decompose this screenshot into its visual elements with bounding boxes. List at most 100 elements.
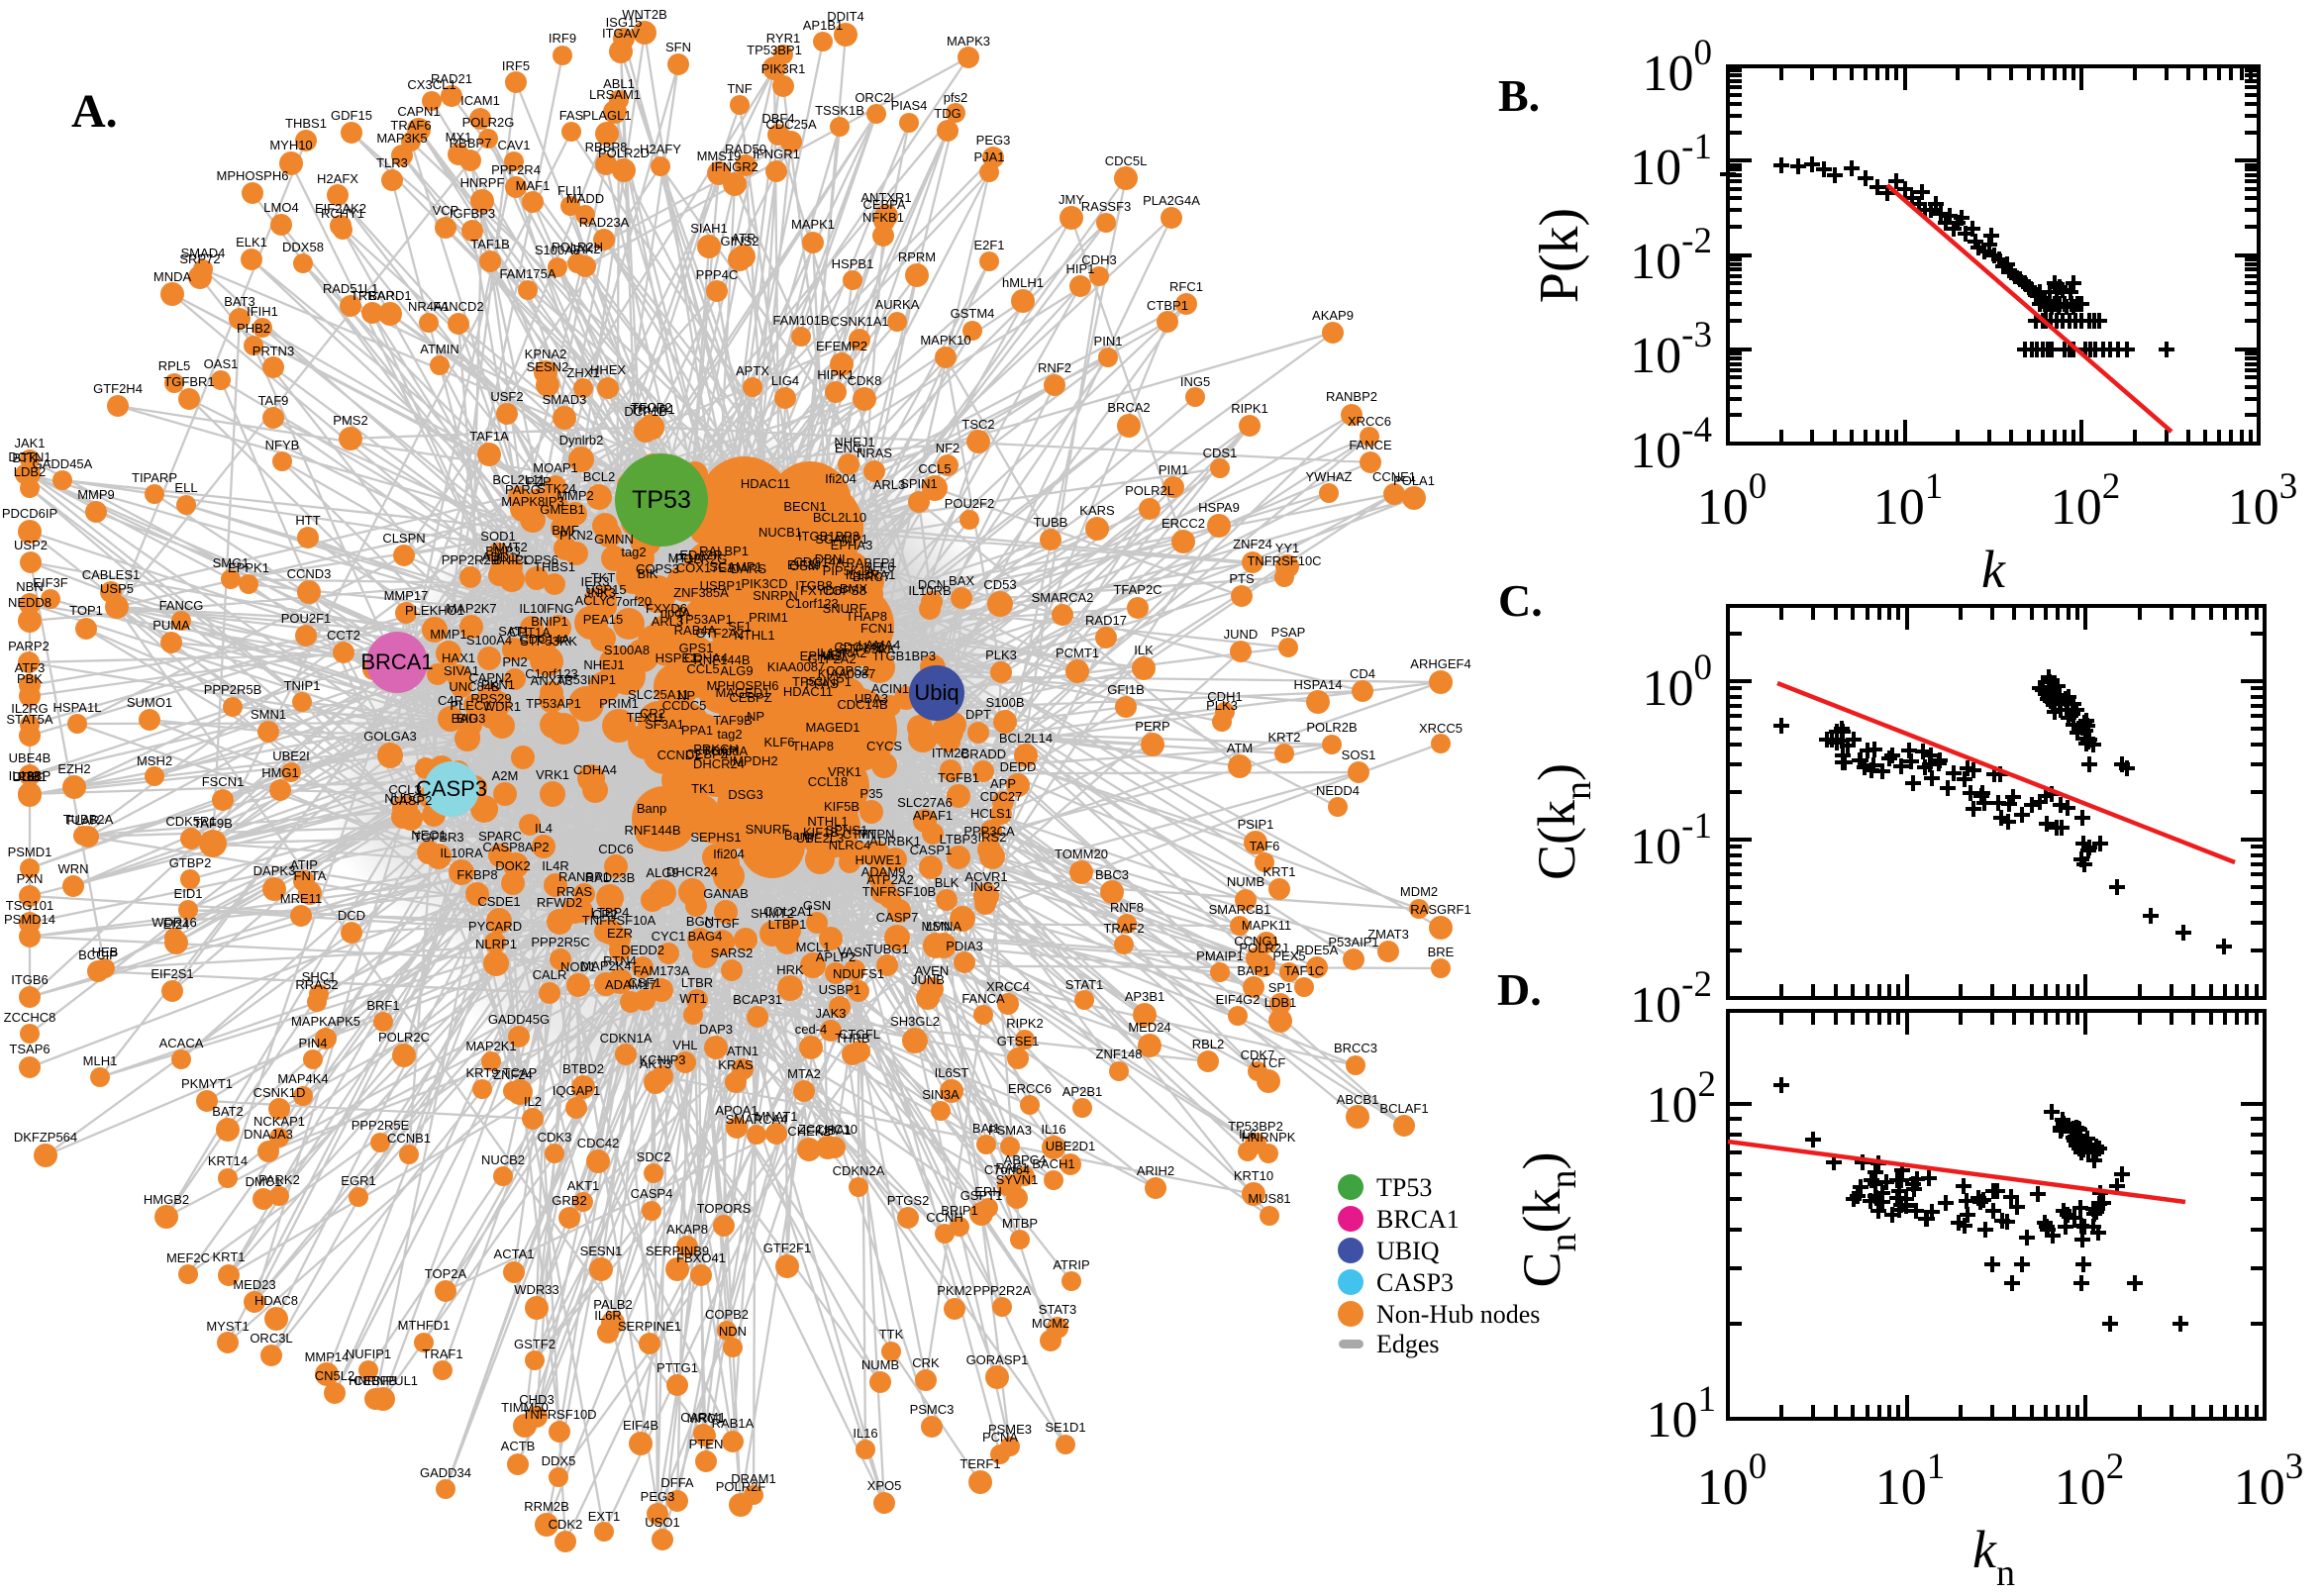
svg-text:DCN: DCN [918, 577, 946, 592]
svg-text:DCP1B: DCP1B [624, 404, 666, 419]
svg-text:BAG4: BAG4 [688, 929, 723, 944]
svg-text:LMO4: LMO4 [263, 200, 298, 215]
svg-text:PYCARD: PYCARD [468, 919, 522, 934]
svg-text:FAM175A: FAM175A [499, 266, 556, 281]
svg-text:PSME3: PSME3 [988, 1422, 1032, 1437]
svg-text:BTK: BTK [12, 450, 38, 465]
svg-text:BAT3: BAT3 [224, 294, 255, 309]
svg-text:THBS1: THBS1 [285, 116, 327, 131]
svg-text:FBXO41: FBXO41 [676, 1250, 726, 1265]
svg-text:IFNGR1: IFNGR1 [753, 147, 800, 161]
svg-text:BRE: BRE [1428, 945, 1455, 959]
svg-text:C1orf123: C1orf123 [525, 666, 577, 681]
svg-text:DEDD: DEDD [1000, 759, 1037, 774]
svg-text:RAD23B: RAD23B [585, 870, 636, 885]
svg-text:MTA2: MTA2 [787, 1066, 821, 1081]
svg-text:USBP1: USBP1 [819, 982, 861, 997]
svg-text:PRKCH: PRKCH [693, 742, 739, 756]
svg-text:BCAP31: BCAP31 [733, 992, 782, 1007]
svg-text:pfs2: pfs2 [944, 90, 968, 105]
svg-text:SAT1: SAT1 [498, 624, 530, 639]
svg-text:DSG3: DSG3 [728, 787, 762, 802]
svg-text:NDN: NDN [719, 1324, 747, 1339]
svg-text:CCL5: CCL5 [686, 661, 719, 676]
svg-text:EIF2S1: EIF2S1 [151, 966, 193, 981]
svg-text:ITM2B: ITM2B [932, 746, 969, 760]
svg-text:SFN: SFN [665, 40, 691, 54]
svg-text:CDC6: CDC6 [598, 842, 633, 856]
svg-text:COPS6: COPS6 [515, 552, 558, 567]
svg-text:TERF1: TERF1 [960, 1456, 1000, 1471]
svg-text:CSF1: CSF1 [628, 975, 660, 990]
svg-text:ACACA: ACACA [159, 1036, 204, 1050]
svg-text:BRCA1: BRCA1 [1376, 1205, 1460, 1234]
svg-text:NP: NP [747, 709, 764, 724]
svg-text:YWHAZ: YWHAZ [1306, 469, 1353, 484]
svg-text:TNF: TNF [727, 81, 752, 96]
svg-text:PTS: PTS [1229, 571, 1255, 586]
svg-text:GDF15: GDF15 [331, 108, 372, 123]
svg-text:CABLES1: CABLES1 [82, 567, 141, 582]
svg-text:GFI1B: GFI1B [1107, 682, 1145, 697]
svg-text:CCL5: CCL5 [918, 461, 951, 476]
svg-text:BAG3: BAG3 [452, 711, 486, 726]
svg-text:D.: D. [1497, 964, 1542, 1015]
svg-text:ZNF385A: ZNF385A [673, 585, 729, 600]
svg-text:XRCC4: XRCC4 [986, 979, 1030, 994]
svg-text:PERP: PERP [1135, 719, 1169, 734]
svg-text:GMNN: GMNN [594, 532, 634, 547]
svg-text:CASP3: CASP3 [416, 776, 487, 801]
svg-text:SMAD4: SMAD4 [181, 246, 226, 260]
svg-text:H2AFY: H2AFY [640, 142, 681, 156]
svg-text:RNF8: RNF8 [1110, 900, 1144, 915]
svg-text:SHC1: SHC1 [302, 969, 337, 984]
svg-text:CASP2: CASP2 [390, 793, 433, 808]
svg-text:GTBP2: GTBP2 [169, 855, 212, 870]
svg-text:PTEN: PTEN [689, 1437, 724, 1451]
svg-text:Dynlrb2: Dynlrb2 [559, 433, 604, 448]
svg-text:SIN3A: SIN3A [922, 1087, 960, 1102]
svg-text:DHCR24: DHCR24 [693, 756, 745, 771]
svg-text:BRF1: BRF1 [366, 998, 399, 1013]
svg-text:DDIT4: DDIT4 [827, 9, 864, 24]
svg-text:FLAR: FLAR [66, 813, 99, 828]
svg-text:HTT: HTT [295, 513, 320, 528]
svg-text:RNF144B: RNF144B [624, 823, 680, 838]
svg-text:PXN: PXN [17, 871, 44, 886]
svg-text:BTBD2: BTBD2 [562, 1061, 604, 1076]
svg-text:A.: A. [71, 85, 118, 138]
svg-text:CD4: CD4 [1350, 666, 1375, 681]
svg-text:USP2: USP2 [14, 538, 48, 552]
svg-text:PEG3: PEG3 [976, 133, 1011, 148]
svg-text:CR2: CR2 [592, 907, 618, 922]
svg-text:DDX5: DDX5 [542, 1453, 576, 1468]
svg-text:HNRPF: HNRPF [460, 175, 505, 190]
svg-text:TSG101: TSG101 [6, 898, 53, 913]
svg-text:NUDC: NUDC [384, 791, 422, 806]
svg-text:APAF1: APAF1 [913, 808, 953, 823]
svg-text:CEBPZ: CEBPZ [729, 690, 771, 705]
svg-text:TP53BP2: TP53BP2 [1228, 1119, 1283, 1134]
svg-text:ACLY: ACLY [575, 593, 608, 608]
svg-text:MOAP1: MOAP1 [533, 460, 578, 475]
svg-text:TTK: TTK [879, 1327, 904, 1342]
svg-text:IRF5: IRF5 [502, 58, 530, 73]
svg-text:IGFBP3: IGFBP3 [450, 206, 495, 221]
svg-text:CAPN1: CAPN1 [397, 104, 440, 119]
svg-text:ZMAT3: ZMAT3 [1367, 927, 1409, 942]
svg-text:MLH1: MLH1 [83, 1053, 118, 1068]
svg-text:TNFRSF10D: TNFRSF10D [522, 1407, 596, 1422]
svg-text:MSH2: MSH2 [137, 753, 172, 768]
svg-text:TAF9B: TAF9B [193, 816, 233, 831]
svg-text:XRCC6: XRCC6 [1348, 414, 1391, 429]
svg-text:MYST1: MYST1 [206, 1319, 249, 1334]
svg-text:CDK2: CDK2 [549, 1517, 583, 1532]
svg-text:BCL2: BCL2 [583, 469, 616, 484]
svg-text:S100B: S100B [985, 695, 1024, 710]
svg-text:IL13RA1: IL13RA1 [846, 567, 896, 582]
svg-text:RRAS: RRAS [556, 884, 592, 899]
svg-text:RTN4: RTN4 [603, 953, 637, 968]
svg-text:POLR2H: POLR2H [552, 240, 603, 254]
svg-text:ATM: ATM [1227, 741, 1253, 755]
svg-text:PDE5A: PDE5A [1296, 943, 1339, 957]
